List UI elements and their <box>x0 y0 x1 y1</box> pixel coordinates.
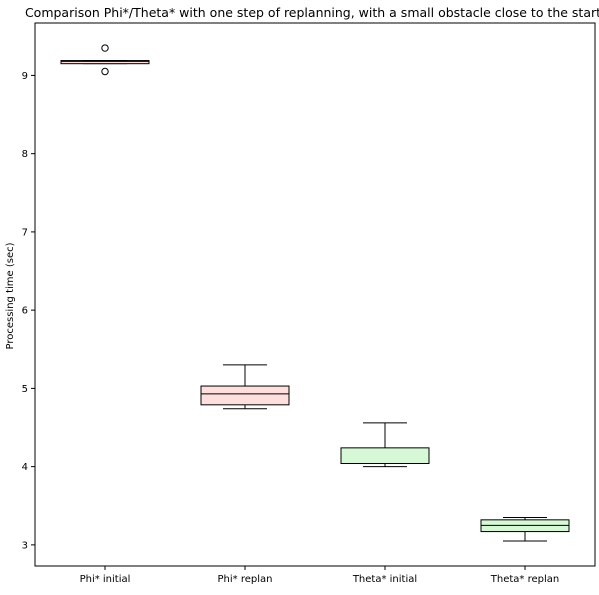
y-axis-ticks: 3 4 5 6 7 8 9 <box>22 71 35 551</box>
y-tick-label: 9 <box>22 71 28 82</box>
box-phi-initial <box>60 44 150 76</box>
iqr-box <box>60 60 150 65</box>
x-tick-label: Phi* initial <box>80 574 131 585</box>
y-tick-label: 8 <box>22 149 28 160</box>
x-tick-label: Phi* replan <box>218 574 273 585</box>
box-theta-replan <box>480 516 570 542</box>
y-tick-label: 7 <box>22 227 28 238</box>
box-theta-initial <box>340 422 430 468</box>
outlier-point <box>101 67 109 76</box>
x-axis-ticks: Phi* initial Phi* replan Theta* initial The… <box>80 566 559 585</box>
outlier-point <box>101 44 109 52</box>
y-tick-label: 4 <box>22 462 28 473</box>
box-phi-replan <box>200 364 290 410</box>
plot-area-frame <box>34 22 596 567</box>
chart-title: Comparison Phi*/Theta* with one step of … <box>25 5 599 20</box>
iqr-box <box>340 447 430 465</box>
y-tick-label: 3 <box>22 540 28 551</box>
boxes-layer <box>60 44 570 542</box>
x-tick-label: Theta* replan <box>490 574 559 585</box>
iqr-box <box>200 385 290 406</box>
y-tick-label: 6 <box>22 306 28 317</box>
y-tick-label: 5 <box>22 384 28 395</box>
x-tick-label: Theta* initial <box>352 574 417 585</box>
y-axis-label: Processing time (sec) <box>5 242 16 349</box>
